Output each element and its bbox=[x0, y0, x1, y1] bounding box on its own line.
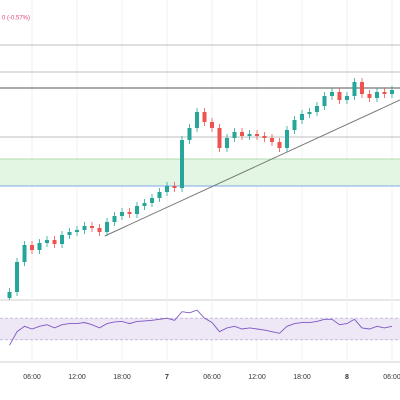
candle-body bbox=[172, 186, 177, 188]
candle-body bbox=[120, 212, 125, 216]
candle-body bbox=[217, 128, 222, 148]
candle-body bbox=[187, 128, 192, 140]
candle-body bbox=[180, 140, 185, 188]
candle-body bbox=[352, 82, 357, 96]
candle-body bbox=[97, 228, 102, 232]
candle-body bbox=[262, 136, 267, 138]
candle-body bbox=[329, 92, 334, 96]
candle-body bbox=[389, 90, 394, 94]
candle-body bbox=[135, 206, 140, 214]
candle-body bbox=[7, 292, 12, 298]
candle-body bbox=[15, 262, 20, 292]
candle-body bbox=[75, 230, 80, 232]
candle-body bbox=[195, 112, 200, 128]
candle-body bbox=[232, 132, 237, 138]
candle-body bbox=[292, 120, 297, 130]
candle-body bbox=[209, 122, 214, 128]
x-tick-label: 06:00 bbox=[383, 374, 400, 381]
candle-body bbox=[105, 222, 110, 232]
candle-body bbox=[277, 142, 282, 148]
candle-body bbox=[254, 134, 259, 136]
rsi-line bbox=[9, 309, 393, 346]
candle-body bbox=[299, 114, 304, 120]
x-tick-label: 18:00 bbox=[293, 374, 311, 381]
candle-body bbox=[359, 82, 364, 94]
zone bbox=[0, 159, 400, 186]
header-text: 0 (-0.57%) bbox=[2, 16, 30, 22]
candle-body bbox=[344, 96, 349, 100]
candle-body bbox=[337, 92, 342, 100]
x-tick-label: 06:00 bbox=[23, 374, 41, 381]
rsi-band bbox=[0, 318, 400, 340]
candle-body bbox=[284, 130, 289, 148]
candle-body bbox=[224, 138, 229, 148]
candle-body bbox=[269, 138, 274, 142]
candle-body bbox=[22, 245, 27, 262]
candle-body bbox=[374, 92, 379, 98]
candle-body bbox=[367, 94, 372, 98]
candle-body bbox=[307, 112, 312, 114]
candle-body bbox=[60, 235, 65, 244]
candle-body bbox=[150, 198, 155, 203]
candle-body bbox=[165, 186, 170, 192]
candle-body bbox=[202, 112, 207, 122]
candle-body bbox=[67, 232, 72, 235]
candle-body bbox=[45, 240, 50, 243]
trendline bbox=[104, 99, 400, 237]
candle-body bbox=[314, 106, 319, 112]
candle-body bbox=[382, 92, 387, 94]
candle-body bbox=[247, 134, 252, 136]
candle-body bbox=[239, 132, 244, 136]
candle-body bbox=[90, 226, 95, 228]
candle-body bbox=[322, 96, 327, 106]
candle-body bbox=[37, 243, 42, 250]
candle-body bbox=[112, 216, 117, 222]
candle-body bbox=[157, 192, 162, 198]
x-tick-label: 12:00 bbox=[248, 374, 266, 381]
x-tick-label: 18:00 bbox=[113, 374, 131, 381]
x-tick-label: 8 bbox=[345, 374, 349, 381]
x-tick-label: 12:00 bbox=[68, 374, 86, 381]
candle-body bbox=[30, 245, 35, 250]
candle-body bbox=[142, 203, 147, 206]
candle-body bbox=[82, 226, 87, 230]
x-tick-label: 7 bbox=[165, 374, 169, 381]
candle-body bbox=[52, 240, 57, 244]
candle-body bbox=[127, 212, 132, 214]
x-tick-label: 06:00 bbox=[203, 374, 221, 381]
